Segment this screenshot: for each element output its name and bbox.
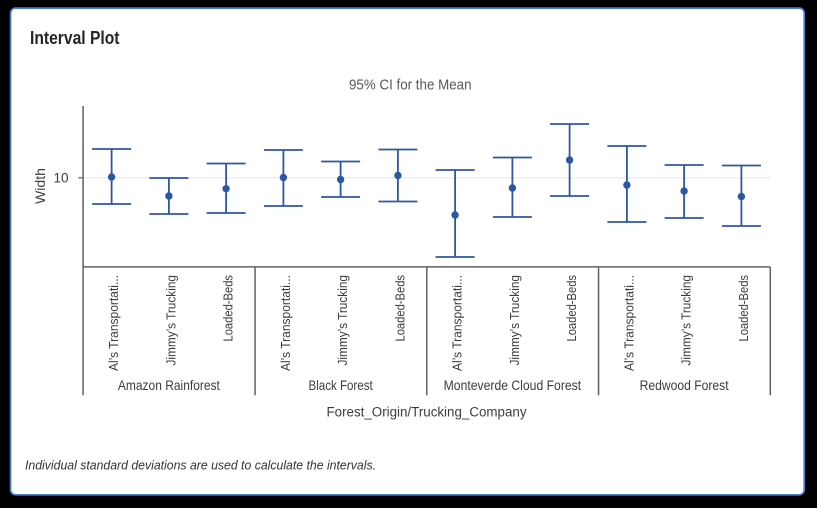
svg-text:10: 10	[53, 171, 68, 186]
svg-text:Loaded-Beds: Loaded-Beds	[736, 275, 751, 342]
svg-text:Interval Plot: Interval Plot	[30, 28, 120, 48]
svg-text:Loaded-Beds: Loaded-Beds	[564, 275, 579, 342]
svg-text:Al’s Transportati...: Al’s Transportati...	[450, 275, 465, 371]
svg-text:Al’s Transportati...: Al’s Transportati...	[278, 275, 293, 371]
svg-text:Jimmy’s Trucking: Jimmy’s Trucking	[163, 275, 178, 366]
svg-text:Jimmy’s Trucking: Jimmy’s Trucking	[335, 275, 350, 366]
svg-text:Redwood Forest: Redwood Forest	[640, 377, 729, 393]
svg-text:Width: Width	[32, 168, 48, 204]
svg-text:Monteverde Cloud Forest: Monteverde Cloud Forest	[444, 377, 582, 393]
svg-text:Al’s Transportati...: Al’s Transportati...	[106, 275, 121, 371]
svg-text:Forest_Origin/Trucking_Company: Forest_Origin/Trucking_Company	[327, 405, 527, 420]
svg-text:Black Forest: Black Forest	[309, 377, 373, 393]
svg-text:Jimmy’s Trucking: Jimmy’s Trucking	[679, 275, 694, 366]
svg-text:Amazon Rainforest: Amazon Rainforest	[118, 377, 220, 393]
svg-text:Loaded-Beds: Loaded-Beds	[392, 275, 407, 342]
svg-text:Jimmy’s Trucking: Jimmy’s Trucking	[507, 275, 522, 366]
svg-text:Loaded-Beds: Loaded-Beds	[221, 275, 236, 342]
svg-text:Al’s Transportati...: Al’s Transportati...	[621, 275, 636, 371]
svg-text:95% CI for the Mean: 95% CI for the Mean	[349, 76, 472, 93]
svg-text:Individual standard deviations: Individual standard deviations are used …	[25, 458, 376, 473]
